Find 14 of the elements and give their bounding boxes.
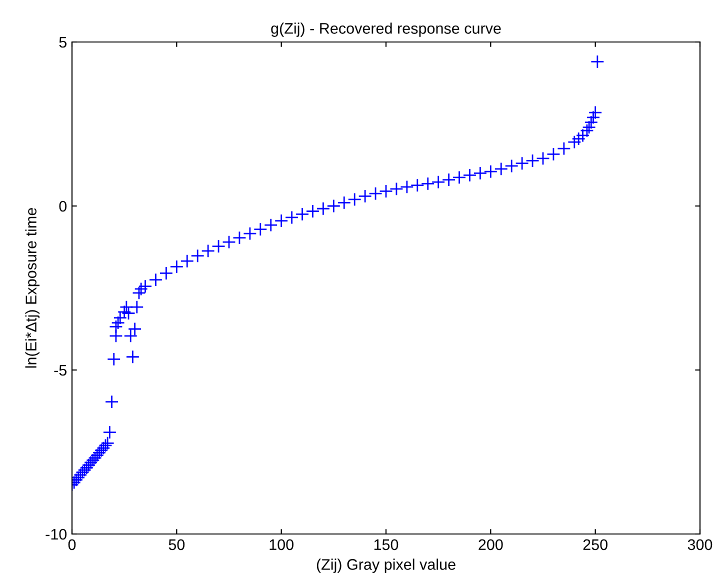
x-tick-label: 100 — [270, 539, 294, 550]
x-tick-label: 150 — [374, 539, 398, 550]
chart-title: g(Zij) - Recovered response curve — [271, 22, 501, 37]
y-tick-label: -5 — [54, 365, 66, 376]
y-tick-label: 0 — [59, 200, 67, 212]
x-tick-label: 300 — [688, 539, 712, 550]
y-tick-label: -10 — [46, 528, 67, 540]
x-axis-title: (Zij) Gray pixel value — [316, 558, 456, 573]
y-axis-title: ln(Ei*Δtj) Exposure time — [25, 208, 40, 368]
x-tick-label: 200 — [478, 539, 503, 550]
x-tick-label: 0 — [68, 539, 76, 550]
x-tick-label: 50 — [168, 539, 185, 550]
y-tick-label: 5 — [59, 37, 66, 48]
x-tick-label: 250 — [583, 539, 608, 550]
